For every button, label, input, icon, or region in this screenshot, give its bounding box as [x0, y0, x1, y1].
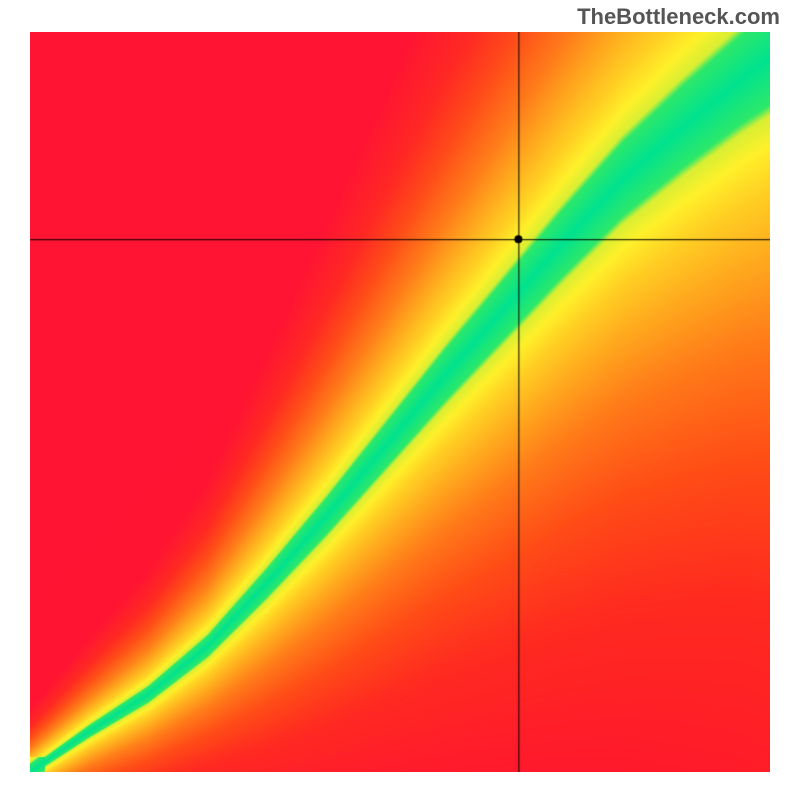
heatmap-canvas [30, 32, 770, 772]
attribution-text: TheBottleneck.com [577, 4, 780, 30]
bottleneck-heatmap [30, 32, 770, 772]
